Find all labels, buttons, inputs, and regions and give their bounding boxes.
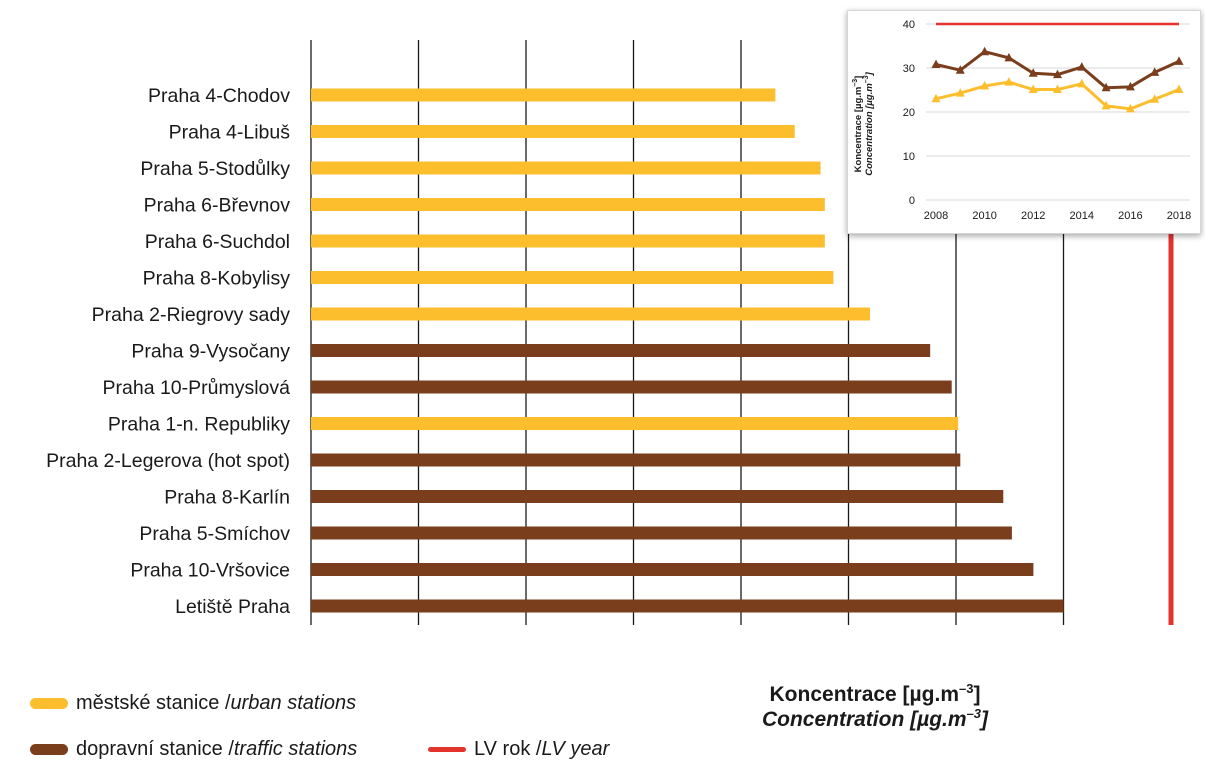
inset-point-urban [931, 93, 941, 103]
legend-limit-label-italic: LV year [541, 738, 610, 760]
x-axis-title-text: Koncentrace [µg.m [769, 683, 959, 706]
inset-y-axis-title-line2: Concentration [µg.m–3] [863, 71, 875, 175]
category-label: Praha 6-Břevnov [144, 195, 291, 217]
inset-point-traffic [1028, 68, 1038, 77]
legend-traffic: dopravní stanice / traffic stations [30, 738, 357, 761]
inset-line-chart: 0 10 20 30 40 2008 2010 2012 2014 2016 2018 Koncent… [852, 19, 1191, 222]
x-axis-title-end: ] [973, 683, 981, 706]
inset-y-tick-label: 0 [909, 195, 915, 207]
x-axis-title-italic: Concentration [µg.m–3] [700, 706, 1050, 732]
legend-limit-swatch [428, 747, 466, 752]
legend-urban-swatch [30, 698, 68, 709]
inset-x-tick-label: 2014 [1070, 210, 1094, 222]
legend-traffic-swatch [30, 744, 68, 755]
x-axis-title: Koncentrace [µg.m–3] [700, 681, 1050, 707]
legend-limit-label: LV rok / [474, 738, 542, 760]
inset-y-tick-label: 10 [903, 151, 915, 163]
inset-y-axis-title: Koncentrace [µg.m–3]Concentration [µg.m–… [852, 71, 875, 175]
category-label: Praha 4-Libuš [169, 122, 291, 144]
x-axis-title-italic-end: ] [981, 708, 989, 731]
legend-urban: městské stanice / urban stations [30, 692, 356, 715]
bar [311, 125, 795, 138]
inset-point-traffic [1174, 56, 1184, 65]
bar [311, 344, 931, 357]
inset-point-urban [1150, 94, 1160, 103]
inset-point-traffic [955, 65, 965, 74]
inset-y-axis-title-end: ] [853, 76, 864, 79]
legend-traffic-label-italic: traffic stations [233, 738, 358, 760]
inset-y-axis-title-italic-sup: –3 [863, 75, 870, 83]
inset-point-traffic [1125, 81, 1135, 91]
inset-point-urban [1053, 84, 1062, 94]
bar [311, 599, 1064, 613]
inset-point-urban [1028, 84, 1038, 94]
category-label: Praha 8-Karlín [164, 487, 290, 509]
category-label: Praha 5-Smíchov [139, 523, 290, 545]
legend-limit: LV rok / LV year [428, 738, 609, 761]
inset-point-urban [1004, 77, 1014, 86]
inset-y-axis-title-sup: –3 [852, 79, 859, 87]
category-label: Praha 1-n. Republiky [108, 414, 290, 436]
main-bar-chart: 0.05.010.015.020.025.030.035.040.0Praha … [46, 40, 1174, 625]
category-label: Praha 6-Suchdol [145, 231, 290, 253]
bar [311, 198, 825, 211]
inset-point-traffic [980, 46, 990, 56]
inset-point-urban [1101, 100, 1111, 110]
bar [311, 307, 870, 321]
inset-point-urban [1077, 78, 1087, 88]
bar [311, 563, 1034, 576]
x-axis-title-italic-sup: –3 [966, 706, 982, 721]
inset-point-traffic [1077, 62, 1087, 71]
bar [311, 234, 825, 248]
inset-y-axis-title-italic-text: Concentration [µg.m [864, 83, 875, 176]
category-label: Praha 2-Riegrovy sady [92, 304, 291, 326]
legend-urban-label: městské stanice / [76, 692, 231, 714]
category-label: Praha 5-Stodůlky [140, 158, 290, 180]
bar [311, 417, 959, 430]
inset-point-traffic [1150, 67, 1160, 76]
inset-x-tick-label: 2012 [1021, 210, 1045, 222]
inset-y-tick-label: 30 [903, 63, 915, 75]
category-label: Praha 2-Legerova (hot spot) [46, 450, 290, 472]
bar [311, 453, 961, 467]
inset-trend-chart: 0 10 20 30 40 2008 2010 2012 2014 2016 2018 Koncent… [847, 10, 1201, 234]
bar [311, 271, 834, 284]
legend-traffic-label: dopravní stanice / [76, 738, 234, 760]
inset-x-tick-label: 2018 [1167, 210, 1191, 222]
inset-y-axis-title-italic-end: ] [864, 71, 875, 76]
bar [311, 380, 952, 394]
inset-y-axis-title-text: Koncentrace [µg.m [853, 87, 864, 173]
category-label: Praha 4-Chodov [148, 85, 290, 107]
category-label: Praha 10-Vršovice [130, 560, 290, 582]
x-axis-title-italic-text: Concentration [µg.m [761, 708, 967, 731]
inset-x-tick-label: 2010 [972, 210, 996, 222]
inset-x-tick-label: 2008 [924, 210, 948, 222]
inset-point-traffic [931, 59, 941, 68]
inset-point-traffic [1101, 82, 1111, 92]
inset-point-urban [955, 88, 965, 97]
category-label: Praha 10-Průmyslová [103, 377, 291, 399]
inset-point-urban [1174, 84, 1184, 94]
inset-point-traffic [1053, 69, 1062, 79]
inset-y-axis-title-line1: Koncentrace [µg.m–3] [852, 76, 864, 173]
category-label: Praha 8-Kobylisy [143, 268, 291, 290]
bar [311, 490, 1004, 503]
inset-x-tick-label: 2016 [1118, 210, 1142, 222]
bar [311, 526, 1012, 540]
category-label: Praha 9-Vysočany [131, 341, 290, 363]
bar [311, 161, 821, 175]
x-axis-title-sup: –3 [959, 681, 974, 696]
legend-urban-label-italic: urban stations [230, 692, 357, 714]
inset-point-traffic [1004, 52, 1014, 62]
category-label: Letiště Praha [175, 596, 290, 618]
inset-y-tick-label: 20 [903, 107, 915, 119]
inset-y-tick-label: 40 [903, 19, 915, 31]
inset-point-urban [980, 81, 990, 90]
inset-point-urban [1125, 103, 1135, 113]
bar [311, 88, 776, 102]
